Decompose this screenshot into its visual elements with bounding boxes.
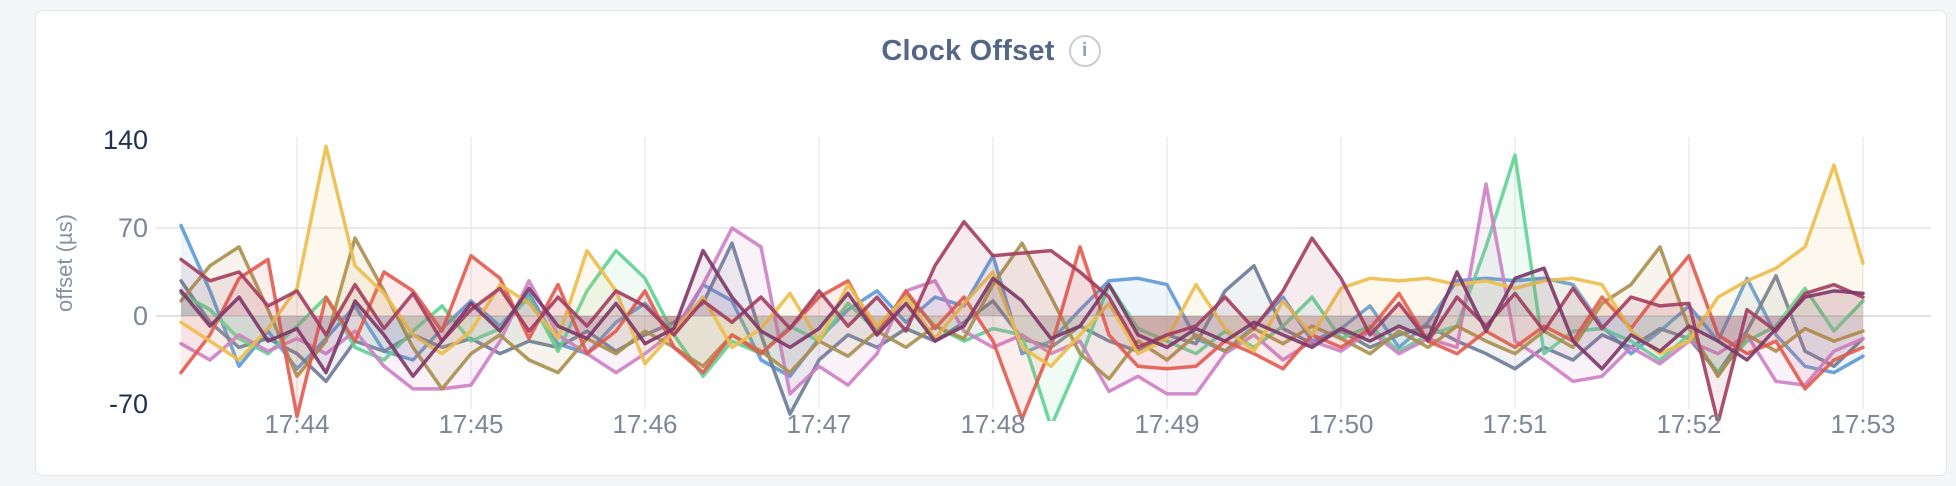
y-axis-title: offset (µs) [52, 214, 77, 312]
series-olive-area [181, 238, 1863, 389]
series-maroon-line [179, 219, 1865, 421]
series-blue-line [179, 223, 1865, 379]
y-tick-label: 0 [132, 301, 148, 331]
x-tick-label: 17:45 [438, 409, 504, 439]
x-tick-label: 17:48 [960, 409, 1026, 439]
y-tick-label: -70 [108, 389, 148, 419]
clock-offset-card: Clock Offset i 140 70 0 -70 17:44 17:45 17:46… [35, 10, 1947, 476]
x-tick-label: 17:44 [264, 409, 330, 439]
chart-header: Clock Offset i [36, 31, 1946, 71]
y-tick-label: 140 [102, 125, 148, 155]
series-slate-area [181, 243, 1863, 415]
series-red-line [179, 245, 1865, 421]
x-tick-label: 17:46 [612, 409, 678, 439]
x-tick-label: 17:51 [1482, 409, 1548, 439]
series-olive-line [179, 236, 1865, 391]
info-icon[interactable]: i [1068, 35, 1101, 67]
x-tick-label: 17:52 [1656, 409, 1722, 439]
series-plum-area [181, 250, 1863, 377]
series-red-area [181, 246, 1863, 420]
clock-offset-chart[interactable] [36, 11, 1948, 477]
series-maroon-area [181, 221, 1863, 421]
x-tick-label: 17:47 [786, 409, 852, 439]
x-tick-label: 17:49 [1134, 409, 1200, 439]
series-orchid-line [179, 182, 1865, 396]
series-yellow-area [181, 146, 1863, 367]
x-tick-label: 17:50 [1308, 409, 1374, 439]
y-tick-label: 70 [117, 213, 148, 243]
x-tick-label: 17:53 [1830, 409, 1896, 439]
chart-title: Clock Offset [881, 34, 1055, 67]
series-yellow-line [179, 144, 1865, 369]
series-green-area [181, 155, 1863, 421]
series-plum-line [179, 248, 1865, 379]
